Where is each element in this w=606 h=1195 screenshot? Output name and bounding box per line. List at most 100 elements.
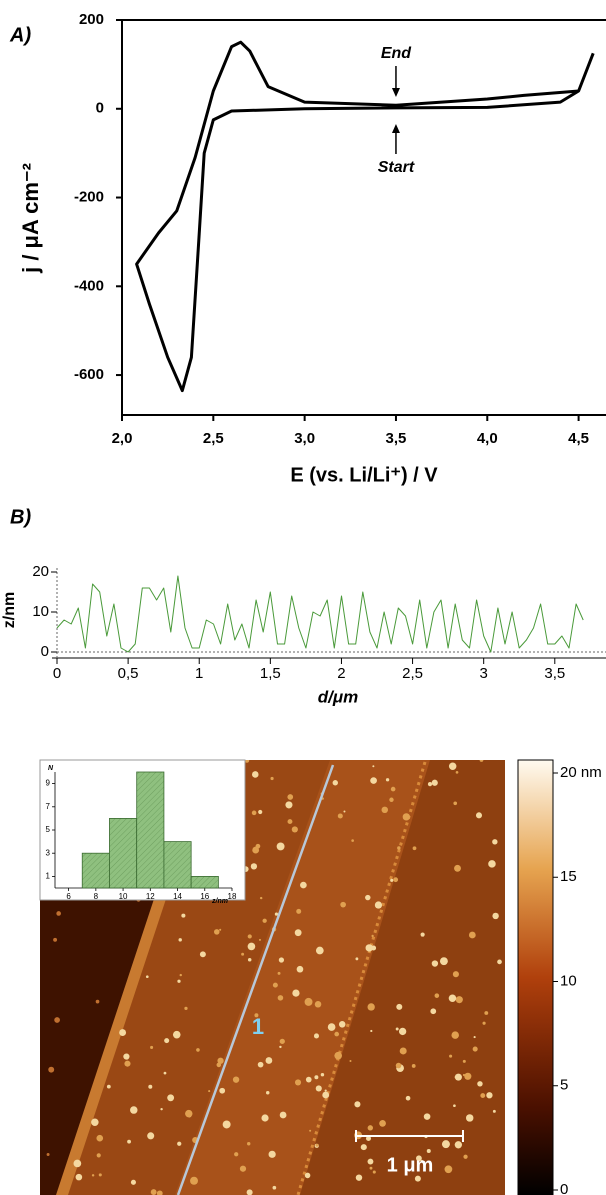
histogram-bar [136, 771, 165, 889]
annotation: Start [378, 159, 415, 176]
afm-particle [247, 934, 252, 939]
panel-label: A) [9, 24, 31, 46]
afm-particle [449, 1054, 453, 1058]
afm-particle [381, 806, 389, 814]
x-tick-label: 2,0 [112, 430, 133, 447]
afm-image [40, 760, 505, 1195]
y-tick-label: 0 [41, 643, 49, 660]
afm-particle [395, 1062, 402, 1069]
afm-particle [56, 911, 61, 916]
afm-particle [370, 1029, 373, 1033]
afm-particle [246, 1189, 253, 1195]
afm-particle [150, 1189, 157, 1195]
afm-particle [455, 996, 463, 1004]
afm-particle [123, 1053, 130, 1060]
afm-particle [91, 1118, 99, 1127]
afm-particle [315, 1143, 319, 1147]
afm-particle [48, 1066, 55, 1073]
afm-particle [262, 918, 267, 923]
afm-particle [454, 1073, 462, 1081]
afm-particle [294, 929, 302, 937]
afm-particle [484, 1011, 489, 1015]
afm-particle [334, 1051, 342, 1060]
annotation-arrow-head [391, 124, 400, 133]
afm-particle [405, 1095, 411, 1101]
afm-particle [292, 989, 300, 997]
afm-particle [314, 1075, 319, 1080]
afm-particle [278, 957, 285, 963]
afm-particle [277, 995, 284, 1001]
afm-particle [497, 959, 502, 965]
afm-particle [451, 1031, 459, 1039]
afm-particle [402, 813, 411, 821]
y-axis-label: z/nm [1, 592, 18, 628]
afm-particle [313, 1033, 319, 1039]
afm-particle [73, 1159, 82, 1168]
colorbar-tick-label: 10 [560, 972, 577, 989]
afm-particle [320, 1072, 325, 1077]
afm-particle [488, 860, 496, 868]
afm-particle [379, 1120, 386, 1127]
afm-particle [177, 979, 181, 983]
afm-particle [219, 928, 222, 931]
afm-particle [124, 1060, 131, 1067]
afm-particle [479, 760, 484, 762]
afm-particle [454, 1141, 463, 1149]
histogram-bar [81, 852, 110, 889]
afm-particle [196, 1048, 200, 1052]
afm-particle [444, 1165, 453, 1174]
afm-particle [150, 1045, 154, 1049]
afm-particle [259, 896, 263, 900]
data-line [56, 575, 584, 653]
y-tick-label: 9 [46, 779, 51, 788]
afm-particle [314, 1000, 322, 1008]
afm-particle [265, 1090, 270, 1095]
afm-particle [291, 826, 298, 833]
afm-particle [172, 1030, 181, 1039]
chart-colorbar: 0 5 10 15 20 nm [517, 759, 602, 1195]
afm-particle [367, 1003, 375, 1011]
x-tick-label: 0,5 [118, 665, 139, 682]
afm-particle [127, 1139, 131, 1144]
y-tick-label: 200 [79, 11, 104, 28]
afm-particle [309, 1129, 312, 1132]
histogram-bar [109, 818, 138, 889]
y-axis-label: N [48, 765, 54, 772]
afm-particle [355, 1174, 363, 1181]
afm-particle [222, 1120, 231, 1129]
afm-particle [365, 894, 371, 901]
histogram-bar [163, 841, 192, 889]
afm-particle [455, 770, 459, 774]
afm-particle [327, 1023, 336, 1031]
afm-particle [95, 999, 100, 1004]
afm-particle [305, 1076, 312, 1083]
afm-particle [463, 1154, 468, 1159]
afm-particle [426, 1148, 431, 1154]
afm-particle [75, 1173, 83, 1181]
afm-particle [337, 813, 343, 819]
x-tick-label: 16 [200, 892, 209, 901]
afm-particle [181, 913, 186, 918]
afm-particle [441, 1140, 450, 1149]
afm-particle [372, 1170, 376, 1174]
afm-particle [279, 1111, 287, 1119]
afm-particle [322, 1091, 330, 1099]
x-tick-label: 1,5 [260, 665, 281, 682]
x-tick-label: 4,5 [568, 430, 589, 447]
y-axis-label: j / μA cm⁻² [18, 163, 43, 274]
afm-particle [315, 1085, 322, 1092]
afm-particle [472, 1046, 478, 1052]
afm-particle [370, 777, 377, 784]
afm-particle [130, 1179, 136, 1185]
afm-particle [366, 1135, 371, 1141]
y-tick-label: -200 [74, 188, 104, 205]
afm-particle [448, 994, 457, 1003]
afm-particle [239, 1165, 247, 1172]
afm-particle [160, 1107, 163, 1111]
afm-particle [304, 997, 313, 1006]
x-tick-label: 1 [195, 665, 203, 682]
x-tick-label: 12 [146, 892, 155, 901]
x-tick-label: 2,5 [203, 430, 224, 447]
data-line [135, 40, 595, 393]
afm-particle [219, 1087, 226, 1094]
